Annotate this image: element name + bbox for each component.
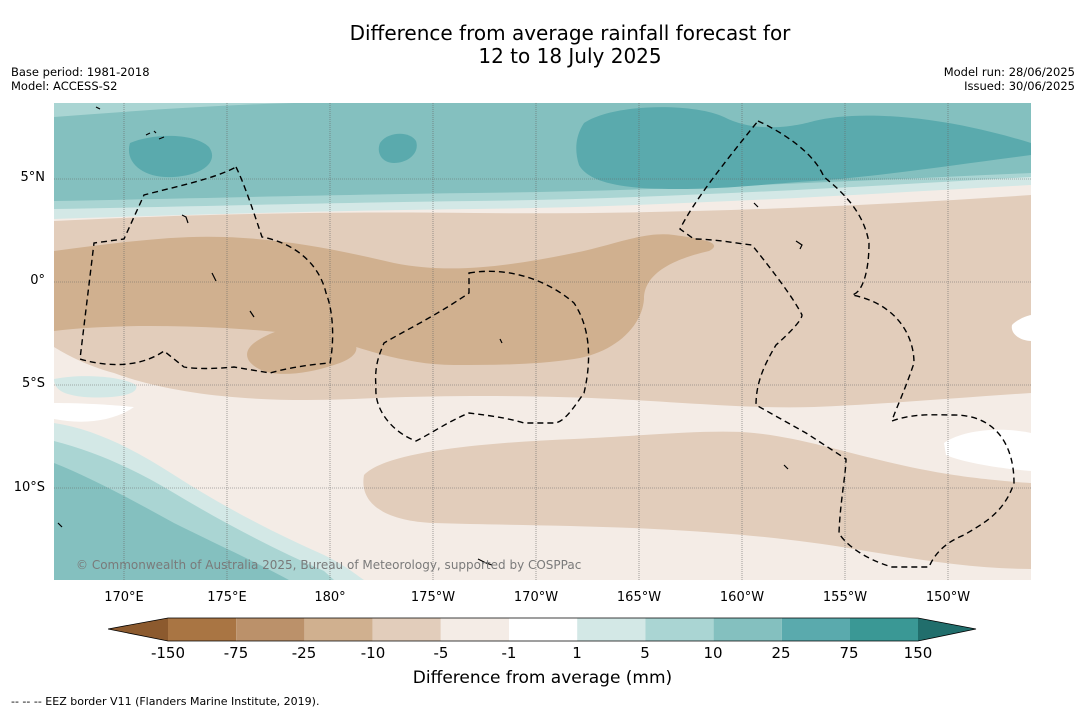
eez-kiribati-gilbert [79, 166, 334, 374]
lon-label-160w: 160°W [719, 590, 765, 605]
cb-tick-1: -150 [150, 644, 186, 662]
lat-label-5s: 5°S [21, 376, 45, 391]
title-line-2: 12 to 18 July 2025 [478, 44, 662, 68]
copyright-notice: © Commonwealth of Australia 2025, Bureau… [76, 558, 582, 572]
base-period: Base period: 1981-2018 [11, 65, 150, 79]
colorbar-segment [713, 618, 782, 641]
lat-label-5n: 5°N [20, 170, 46, 185]
colorbar-segment [645, 618, 714, 641]
lon-label-175e: 175°E [207, 590, 247, 605]
cb-tick-12: 150 [903, 644, 933, 662]
cb-tick-2: -75 [223, 644, 249, 662]
lon-label-180: 180° [314, 590, 346, 605]
cb-tick-8: 5 [640, 644, 650, 662]
lon-label-165w: 165°W [616, 590, 662, 605]
cb-tick-7: 1 [572, 644, 582, 662]
title-line-1: Difference from average rainfall forecas… [349, 21, 791, 45]
cb-tick-11: 75 [839, 644, 859, 662]
colorbar-segment [440, 618, 509, 641]
eez-kiribati-line [679, 120, 1015, 568]
colorbar-label: Difference from average (mm) [412, 668, 673, 688]
colorbar-segment [577, 618, 646, 641]
cb-tick-10: 25 [771, 644, 791, 662]
lon-label-150w: 150°W [925, 590, 971, 605]
contour-wet-75-east [576, 107, 1031, 189]
contour-dry-medium [54, 234, 715, 365]
graticule [54, 103, 1031, 580]
issued-date: Issued: 30/06/2025 [964, 79, 1075, 93]
colorbar-segment [781, 618, 850, 641]
cb-tick-3: -25 [291, 644, 317, 662]
contour-neutral-east-small [1011, 315, 1031, 341]
cb-tick-6: -1 [501, 644, 517, 662]
lon-label-155w: 155°W [822, 590, 868, 605]
colorbar-min-arrow [108, 618, 168, 641]
colorbar-segment [372, 618, 441, 641]
lat-label-10s: 10°S [13, 480, 45, 495]
map-title: Difference from average rainfall forecas… [0, 22, 1085, 68]
lon-label-170e: 170°E [104, 590, 144, 605]
lon-label-170w: 170°W [513, 590, 559, 605]
contour-dry-light-south [363, 431, 1031, 569]
cb-tick-4: -10 [360, 644, 386, 662]
colorbar-segment [168, 618, 237, 641]
eez-footnote: -- -- -- EEZ border V11 (Flanders Marine… [11, 695, 320, 708]
lon-label-175w: 175°W [410, 590, 456, 605]
contour-neutral-east [944, 429, 1031, 471]
contour-neutral-west [54, 403, 134, 422]
cb-tick-9: 10 [703, 644, 723, 662]
islands [57, 106, 803, 566]
rainfall-anomaly-map [54, 103, 1031, 580]
contour-wet-south-25 [54, 463, 289, 580]
contour-wet-75-west [128, 135, 213, 178]
colorbar-max-arrow [918, 618, 976, 641]
colorbar-segment [850, 618, 918, 641]
meta-left: Base period: 1981-2018 Model: ACCESS-S2 [11, 65, 150, 93]
contour-wet-75-small [378, 133, 417, 163]
meta-right: Model run: 28/06/2025 Issued: 30/06/2025 [944, 65, 1075, 93]
contour-wet-south-small [54, 376, 137, 398]
eez-borders [79, 120, 1015, 568]
lat-label-equator: 0° [30, 273, 45, 288]
cb-tick-5: -5 [433, 644, 449, 662]
colorbar-outline [108, 617, 977, 642]
eez-kiribati-phoenix [374, 270, 590, 442]
contour-dry-medium-south [247, 325, 357, 374]
map-canvas [54, 103, 1031, 580]
colorbar-segment [236, 618, 305, 641]
colorbar-segment [509, 618, 578, 641]
colorbar [108, 617, 977, 642]
model-run: Model run: 28/06/2025 [943, 65, 1075, 79]
colorbar-segment [304, 618, 373, 641]
model-name: Model: ACCESS-S2 [11, 79, 118, 93]
